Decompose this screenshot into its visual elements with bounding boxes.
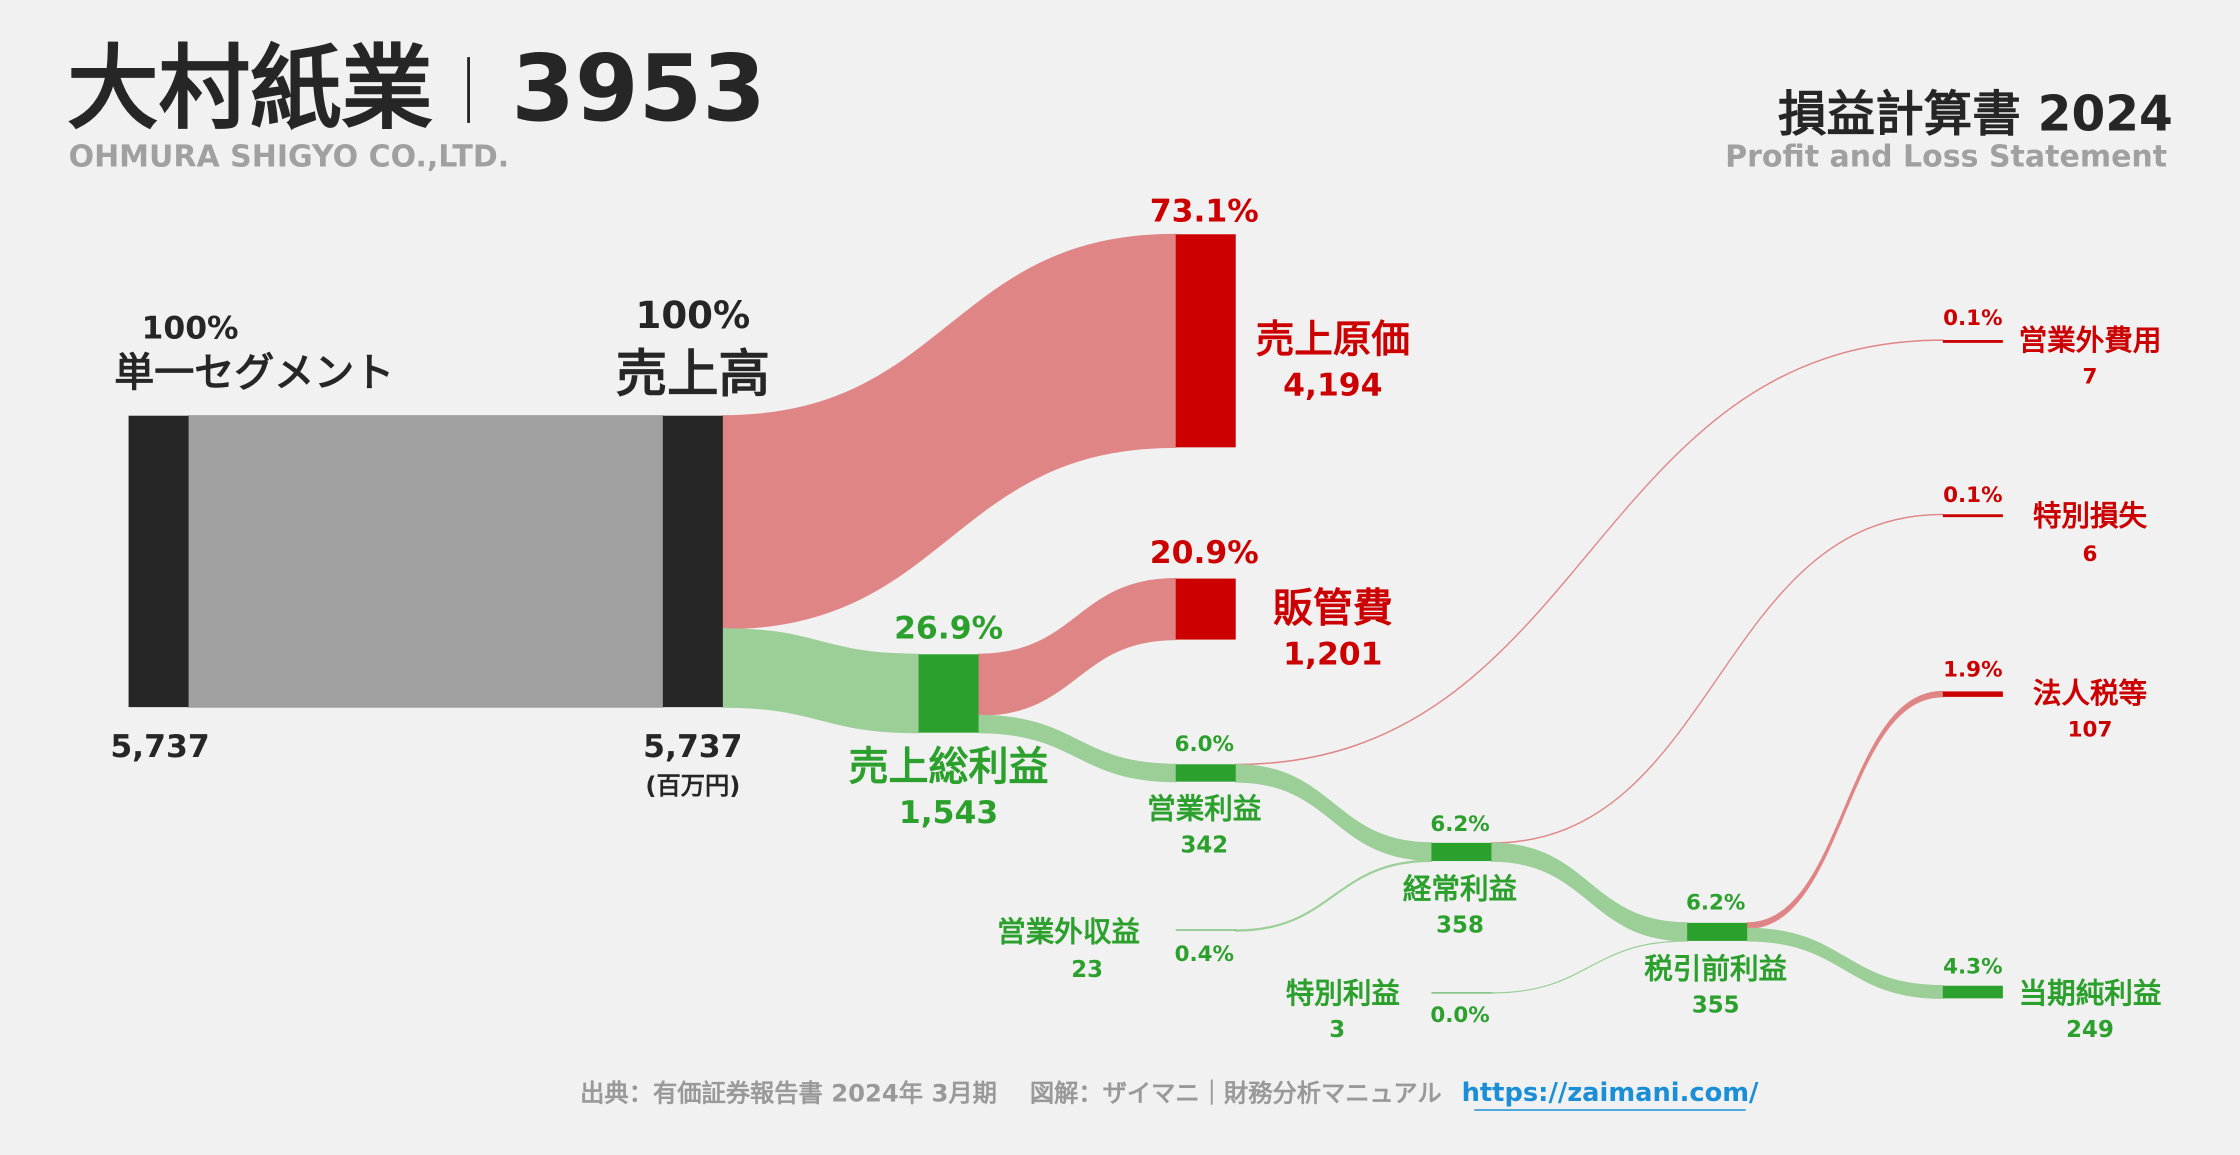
node-bar [1942, 691, 2003, 697]
flow-link [1490, 940, 1688, 994]
share-label: 100% [141, 311, 238, 347]
flow-link [1490, 842, 1688, 942]
share-label: 0.1% [1943, 306, 2002, 331]
credit-note: 図解：ザイマニ｜財務分析マニュアル [1030, 1078, 1442, 1107]
flow-link [978, 714, 1177, 783]
share-label: 20.9% [1150, 535, 1259, 571]
flow-link [722, 628, 920, 734]
node-name: 単一セグメント [114, 350, 394, 396]
flow-link [1746, 690, 1944, 929]
node-name: 経常利益 [1403, 872, 1517, 906]
share-label: 0.4% [1175, 942, 1234, 967]
node-name: 法人税等 [2033, 676, 2147, 710]
share-label: 73.1% [1150, 193, 1259, 229]
share-label: 0.0% [1430, 1003, 1489, 1028]
node-bar [1942, 514, 2003, 518]
share-label: 4.3% [1943, 955, 2002, 980]
share-label: 100% [636, 294, 751, 337]
links [188, 233, 1944, 999]
share-label: 6.2% [1430, 812, 1489, 837]
node-value: 358 [1436, 913, 1484, 939]
flow-link [978, 577, 1177, 716]
site-link[interactable]: https://zaimani.com/ [1462, 1078, 1759, 1108]
node-bar [1175, 578, 1236, 640]
share-label: 6.0% [1175, 732, 1234, 757]
node-value: 249 [2066, 1017, 2114, 1043]
node-value: 7 [2083, 365, 2098, 390]
flow-link [1490, 513, 1944, 844]
node-name: 当期純利益 [2019, 976, 2162, 1010]
node-value: 4,194 [1283, 368, 1382, 404]
statement-en: Profit and Loss Statement [1725, 140, 2167, 175]
flow-link [1235, 764, 1432, 861]
stock-code: 3953 [511, 35, 765, 142]
node-bar [1175, 234, 1236, 448]
statement-title: 損益計算書 2024 [1778, 86, 2173, 142]
unit-label: (百万円) [645, 771, 740, 800]
company-title: 大村紙業 [67, 35, 433, 142]
node-name: 販管費 [1273, 586, 1393, 632]
node-bar [1175, 764, 1236, 782]
node-name: 税引前利益 [1644, 952, 1787, 986]
share-label: 6.2% [1686, 890, 1745, 915]
share-label: 26.9% [894, 611, 1003, 647]
node-bar [1942, 340, 2003, 343]
node-value: 1,201 [1283, 636, 1382, 672]
node-value: 342 [1180, 833, 1228, 859]
node-bar [1431, 842, 1492, 862]
node-bar [1942, 985, 2003, 999]
node-name: 特別利益 [1286, 976, 1400, 1010]
share-label: 0.1% [1943, 483, 2002, 508]
node-value: 355 [1692, 993, 1740, 1019]
node-value: 5,737 [110, 729, 209, 765]
node-name: 売上総利益 [849, 744, 1049, 790]
node-value: 3 [1329, 1017, 1345, 1043]
node-name: 営業利益 [1147, 792, 1261, 826]
node-name: 営業外費用 [2019, 323, 2162, 357]
company-en: OHMURA SHIGYO CO.,LTD. [69, 140, 510, 175]
node-bar [918, 654, 979, 733]
node-name: 特別損失 [2033, 499, 2148, 533]
flow-link [188, 415, 664, 708]
flow-link [722, 233, 1177, 630]
node-value: 1,543 [899, 795, 998, 831]
node-bar [128, 415, 189, 708]
node-name: 営業外収益 [997, 914, 1140, 948]
share-label: 1.9% [1943, 658, 2002, 683]
node-value: 5,737 [643, 729, 742, 765]
node-value: 6 [2083, 542, 2098, 567]
node-bar [662, 415, 723, 708]
node-name: 売上原価 [1256, 318, 1410, 363]
node-value: 23 [1071, 957, 1103, 983]
node-bar [1687, 922, 1748, 941]
node-value: 107 [2068, 718, 2113, 743]
source-note: 出典：有価証券報告書 2024年 3月期 [580, 1078, 997, 1107]
node-name: 売上高 [616, 344, 770, 404]
flow-link [1235, 859, 1432, 932]
